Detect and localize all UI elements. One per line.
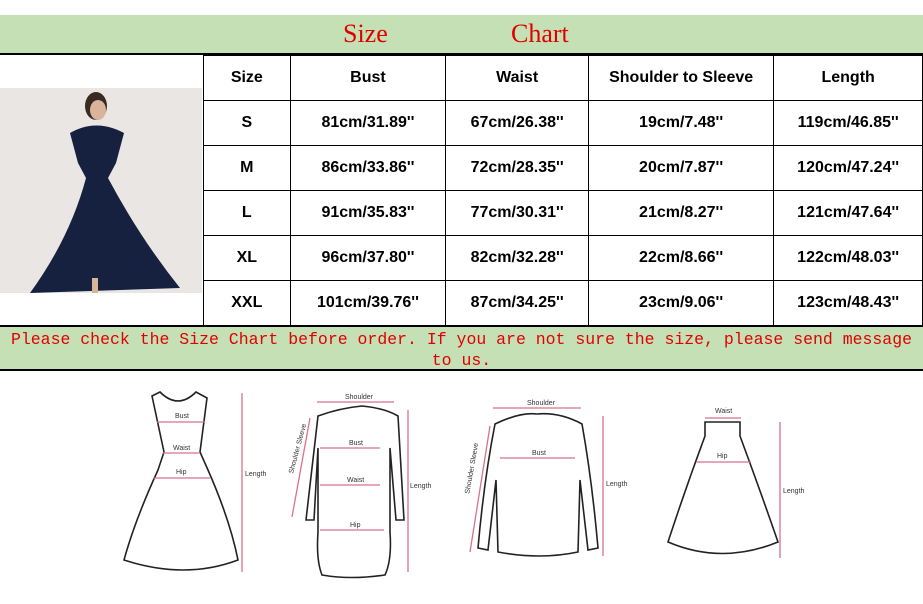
- header-waist: Waist: [445, 55, 589, 101]
- cell-length: 121cm/47.64'': [773, 190, 923, 236]
- svg-text:Hip: Hip: [350, 522, 361, 529]
- measurement-sketches: Bust Waist Hip Length Shoulder Shoulder …: [123, 391, 805, 579]
- cell-length: 120cm/47.24'': [773, 145, 923, 191]
- header-shoulder-to-sleeve: Shoulder to Sleeve: [587, 55, 775, 101]
- svg-text:Shoulder Sleeve: Shoulder Sleeve: [464, 442, 480, 494]
- sweater-sketch: Shoulder Shoulder Sleeve Bust Length: [464, 400, 628, 557]
- table-row: M 86cm/33.86'' 72cm/28.35'' 20cm/7.87'' 120c…: [203, 145, 923, 191]
- cell-waist: 67cm/26.38'': [445, 100, 589, 146]
- cell-length: 122cm/48.03'': [773, 235, 923, 281]
- cell-bust: 101cm/39.76'': [289, 280, 447, 326]
- cell-waist: 82cm/32.28'': [445, 235, 589, 281]
- product-photo: [0, 88, 202, 293]
- title-chart: Chart: [511, 19, 569, 48]
- table-header-row: Size Bust Waist Shoulder to Sleeve Lengt…: [203, 55, 923, 101]
- cell-size: XXL: [203, 280, 291, 326]
- svg-text:Shoulder Sleeve: Shoulder Sleeve: [288, 423, 308, 475]
- skirt-sketch: Waist Hip Length: [667, 408, 805, 558]
- cell-size: M: [203, 145, 291, 191]
- header-length: Length: [773, 55, 923, 101]
- table-row: XL 96cm/37.80'' 82cm/32.28'' 22cm/8.66'' 122…: [203, 235, 923, 281]
- header-bust: Bust: [289, 55, 447, 101]
- svg-text:Bust: Bust: [349, 440, 363, 447]
- svg-text:Shoulder: Shoulder: [527, 400, 556, 407]
- cell-shoulder: 23cm/9.06'': [587, 280, 775, 326]
- svg-text:Length: Length: [783, 488, 805, 495]
- svg-text:Shoulder: Shoulder: [345, 394, 374, 401]
- cell-size: L: [203, 190, 291, 236]
- table-row: S 81cm/31.89'' 67cm/26.38'' 19cm/7.48'' 119c…: [203, 100, 923, 146]
- long-dress-sketch: Shoulder Shoulder Sleeve Bust Waist Hip …: [288, 394, 432, 579]
- cell-bust: 91cm/35.83'': [289, 190, 447, 236]
- cell-waist: 87cm/34.25'': [445, 280, 589, 326]
- svg-text:Waist: Waist: [715, 408, 732, 415]
- svg-text:Waist: Waist: [347, 477, 364, 484]
- cell-bust: 96cm/37.80'': [289, 235, 447, 281]
- cell-size: S: [203, 100, 291, 146]
- svg-text:Bust: Bust: [175, 413, 189, 420]
- cell-shoulder: 21cm/8.27'': [587, 190, 775, 236]
- svg-text:Waist: Waist: [173, 445, 190, 452]
- svg-text:Length: Length: [606, 481, 628, 488]
- title-banner: Size Chart: [0, 15, 923, 55]
- title-size: Size: [343, 19, 388, 48]
- cell-waist: 77cm/30.31'': [445, 190, 589, 236]
- cell-shoulder: 20cm/7.87'': [587, 145, 775, 191]
- cell-bust: 86cm/33.86'': [289, 145, 447, 191]
- table-row: XXL 101cm/39.76'' 87cm/34.25'' 23cm/9.06'' 1…: [203, 280, 923, 326]
- size-note: Please check the Size Chart before order…: [0, 325, 923, 371]
- cell-length: 119cm/46.85'': [773, 100, 923, 146]
- cell-bust: 81cm/31.89'': [289, 100, 447, 146]
- cell-length: 123cm/48.43'': [773, 280, 923, 326]
- table-row: L 91cm/35.83'' 77cm/30.31'' 21cm/8.27'' 121c…: [203, 190, 923, 236]
- cell-size: XL: [203, 235, 291, 281]
- cell-shoulder: 22cm/8.66'': [587, 235, 775, 281]
- cell-waist: 72cm/28.35'': [445, 145, 589, 191]
- svg-text:Length: Length: [410, 483, 432, 490]
- dress-sketch: Bust Waist Hip Length: [123, 391, 267, 572]
- svg-text:Length: Length: [245, 471, 267, 478]
- cell-shoulder: 19cm/7.48'': [587, 100, 775, 146]
- header-size: Size: [203, 55, 291, 101]
- svg-text:Bust: Bust: [532, 450, 546, 457]
- svg-text:Hip: Hip: [717, 453, 728, 460]
- size-table: Size Bust Waist Shoulder to Sleeve Lengt…: [203, 55, 923, 326]
- svg-text:Hip: Hip: [176, 469, 187, 476]
